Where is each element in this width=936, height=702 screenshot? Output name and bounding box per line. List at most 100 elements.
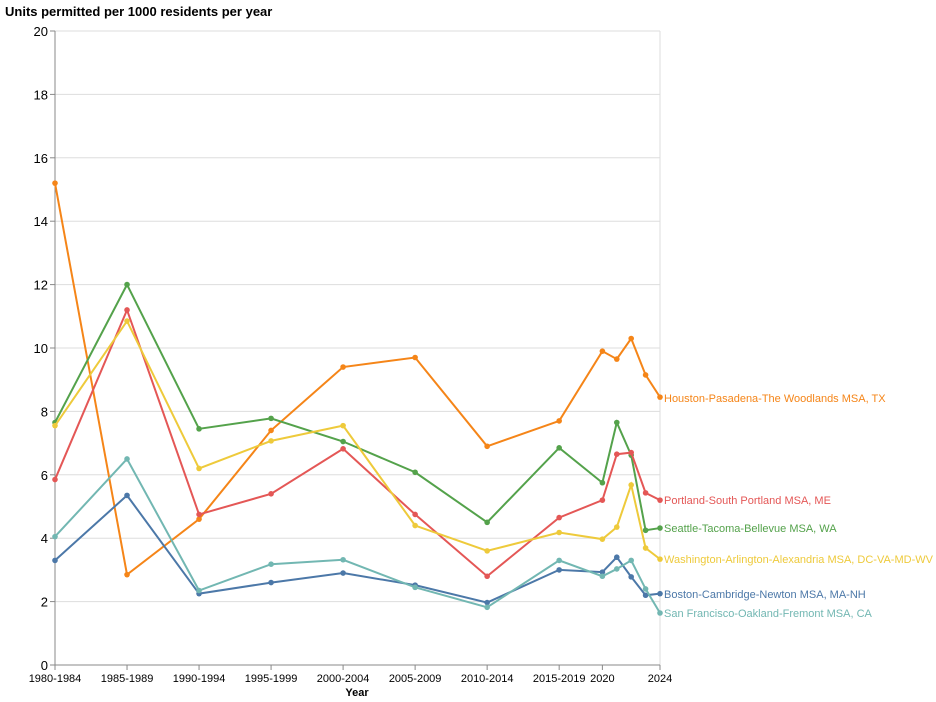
x-tick-label: 2015-2019: [533, 673, 586, 685]
x-tick-label: 1985-1989: [101, 673, 154, 685]
data-point: [124, 281, 130, 288]
x-tick-label: 2020: [590, 673, 614, 685]
data-point: [52, 180, 58, 186]
data-point: [268, 491, 274, 497]
data-point: [412, 511, 418, 518]
y-tick-label: 16: [34, 151, 48, 166]
data-point: [613, 451, 620, 457]
data-point: [484, 604, 490, 611]
x-tick-label: 1995-1999: [245, 673, 298, 685]
data-point: [52, 533, 58, 540]
data-point: [340, 438, 346, 445]
data-point: [556, 567, 562, 573]
data-point: [484, 548, 490, 554]
data-point: [628, 449, 634, 456]
data-point: [556, 557, 562, 564]
y-tick-label: 10: [34, 341, 48, 356]
series-label: San Francisco-Oakland-Fremont MSA, CA: [664, 608, 873, 620]
data-point: [268, 579, 274, 586]
data-point: [484, 599, 490, 606]
data-point: [412, 469, 418, 476]
series-line: [54, 182, 661, 577]
data-point: [196, 465, 202, 472]
data-point: [556, 418, 562, 424]
series-line: [54, 457, 661, 614]
x-tick-label: 2000-2004: [317, 673, 370, 685]
data-point: [340, 570, 346, 576]
data-point: [642, 586, 649, 592]
data-point: [484, 519, 490, 526]
chart-title: Units permitted per 1000 residents per y…: [5, 4, 272, 19]
x-tick-label: 1990-1994: [173, 673, 226, 685]
series-label: Washington-Arlington-Alexandria MSA, DC-…: [664, 554, 934, 566]
series-label: Portland-South Portland MSA, ME: [664, 495, 831, 507]
data-point: [657, 610, 663, 616]
data-point: [268, 427, 274, 434]
x-tick-label: 2005-2009: [389, 673, 442, 685]
data-point: [613, 566, 620, 572]
data-point: [268, 561, 274, 567]
data-point: [599, 479, 606, 486]
data-point: [642, 592, 649, 599]
data-point: [340, 422, 346, 429]
data-point: [628, 482, 634, 488]
data-point: [340, 446, 346, 452]
gridlines: [55, 30, 661, 666]
y-tick-label: 14: [34, 214, 48, 229]
data-point: [628, 574, 634, 580]
data-point: [556, 514, 562, 521]
series-line: [54, 493, 661, 604]
data-point: [196, 516, 202, 522]
data-point: [642, 372, 649, 378]
data-point: [52, 557, 58, 564]
data-point: [412, 584, 418, 591]
data-point: [268, 415, 274, 422]
x-tick-label: 2010-2014: [461, 673, 514, 685]
series-label: Boston-Cambridge-Newton MSA, MA-NH: [664, 589, 866, 601]
data-point: [124, 456, 130, 462]
data-point: [340, 364, 346, 370]
data-point: [628, 557, 634, 564]
data-point: [599, 497, 606, 503]
axes: 0 2 4 6 8 10 12 14 16 18 20 1980-1984 1985-1989 1990-…: [29, 24, 673, 685]
data-point: [124, 492, 130, 499]
data-point: [599, 569, 606, 575]
data-point: [484, 573, 490, 580]
data-point: [657, 590, 663, 597]
data-point: [599, 573, 606, 580]
data-point: [613, 419, 620, 426]
series-line: [54, 319, 661, 560]
data-point: [657, 556, 663, 562]
y-tick-label: 2: [41, 595, 48, 610]
data-point: [412, 354, 418, 361]
y-tick-label: 4: [41, 531, 48, 546]
x-tick-label: 1980-1984: [29, 673, 82, 685]
series-label: Seattle-Tacoma-Bellevue MSA, WA: [664, 523, 837, 535]
data-point: [196, 511, 202, 518]
y-tick-label: 8: [41, 404, 48, 419]
y-tick-label: 6: [41, 468, 48, 483]
data-point: [556, 445, 562, 451]
data-point: [613, 524, 620, 530]
data-point: [613, 554, 620, 561]
series-lines: [52, 180, 663, 616]
data-point: [556, 529, 562, 536]
data-point: [268, 438, 274, 444]
data-point: [657, 497, 663, 503]
data-point: [124, 307, 130, 313]
data-point: [340, 556, 346, 563]
y-tick-label: 12: [34, 278, 48, 293]
data-point: [657, 394, 663, 400]
series-labels: Houston-Pasadena-The Woodlands MSA, TX Se…: [664, 393, 934, 620]
data-point: [52, 476, 58, 483]
y-tick-label: 18: [34, 87, 48, 102]
y-tick-label: 0: [41, 658, 48, 673]
data-point: [628, 335, 634, 342]
data-point: [196, 426, 202, 432]
data-point: [642, 545, 649, 551]
data-point: [642, 527, 649, 534]
data-point: [412, 522, 418, 529]
series-label: Houston-Pasadena-The Woodlands MSA, TX: [664, 393, 886, 405]
x-tick-label: 2024: [648, 673, 672, 685]
